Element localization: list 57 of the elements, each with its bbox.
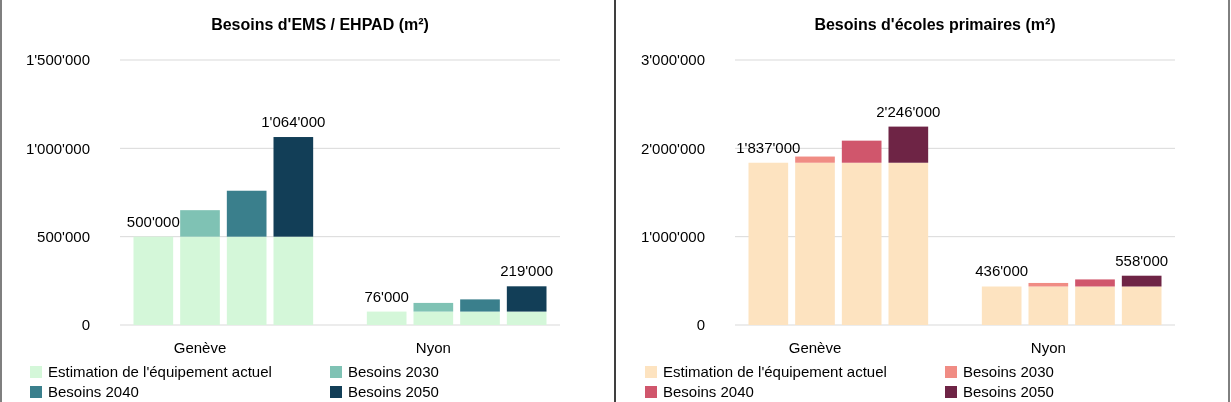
y-tick-label: 2'000'000 [640, 139, 705, 157]
y-tick-label: 3'000'000 [640, 51, 705, 69]
bar [888, 162, 929, 325]
legend-label: Besoins 2050 [348, 383, 439, 401]
bar [180, 236, 220, 325]
bar [413, 311, 454, 325]
bar [460, 299, 500, 312]
bar [841, 162, 882, 325]
total-label: 500'000 [126, 212, 180, 230]
bar [1075, 286, 1115, 325]
x-tick-label: Nyon [415, 339, 451, 356]
bar [888, 126, 929, 163]
legend-label: Estimation de l'équipement actuel [663, 363, 887, 381]
bar [273, 137, 314, 237]
x-tick-label: Genève [173, 339, 227, 356]
bar [748, 162, 789, 325]
legend-label: Besoins 2040 [48, 383, 139, 401]
bar [506, 311, 547, 325]
y-tick-label: 500'000 [37, 227, 90, 245]
x-tick-label: Nyon [1030, 339, 1066, 356]
bar [413, 302, 454, 312]
bar [506, 286, 547, 312]
bar [795, 162, 835, 325]
bar [460, 311, 500, 325]
bar [366, 311, 407, 325]
chart-title: Besoins d'écoles primaires (m²) [814, 16, 1056, 33]
y-tick-label: 1'000'000 [25, 139, 90, 157]
bar [180, 210, 220, 237]
legend-label: Besoins 2040 [663, 383, 754, 401]
bar [981, 286, 1022, 325]
total-label: 558'000 [1115, 251, 1169, 269]
bar [1028, 286, 1069, 325]
legend-label: Besoins 2050 [963, 383, 1054, 401]
total-label: 1'064'000 [261, 113, 326, 131]
bar [1121, 286, 1162, 325]
bar [133, 236, 174, 325]
total-label: 1'837'000 [736, 138, 801, 156]
legend-label: Besoins 2030 [348, 363, 439, 381]
legend-label: Estimation de l'équipement actuel [48, 363, 272, 381]
x-tick-label: Genève [788, 339, 842, 356]
total-label: 2'246'000 [876, 102, 941, 120]
total-label: 219'000 [500, 262, 554, 280]
bar [841, 140, 882, 163]
legend-label: Besoins 2030 [963, 363, 1054, 381]
bar [226, 236, 267, 325]
bar [1121, 275, 1162, 287]
chart-title: Besoins d'EMS / EHPAD (m²) [211, 16, 429, 33]
y-tick-label: 0 [81, 316, 90, 334]
bar [226, 190, 267, 237]
y-tick-label: 0 [696, 316, 705, 334]
y-tick-label: 1'500'000 [25, 51, 90, 69]
y-tick-label: 1'000'000 [640, 227, 705, 245]
total-label: 76'000 [364, 287, 409, 305]
bar [795, 156, 835, 163]
bar [1075, 279, 1115, 287]
bar [273, 236, 314, 325]
total-label: 436'000 [975, 262, 1029, 280]
